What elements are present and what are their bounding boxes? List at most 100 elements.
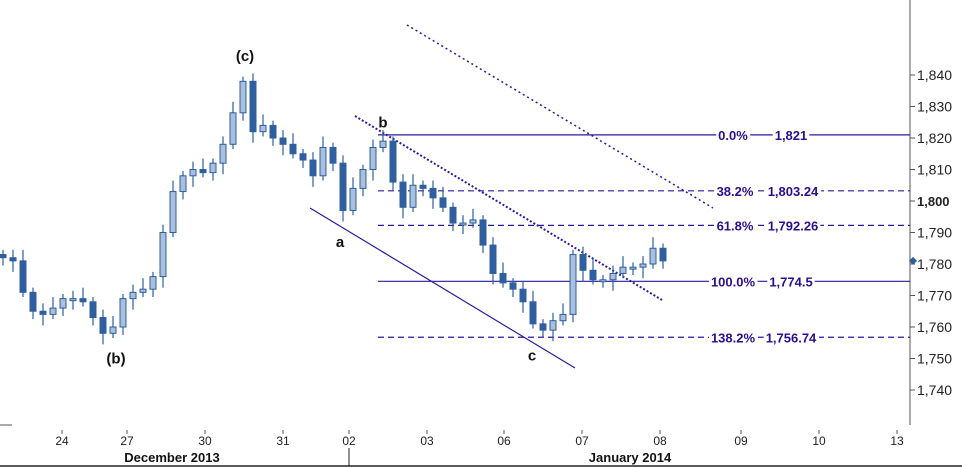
candle-body [289,143,297,155]
candle-body [479,219,487,246]
candle-body [119,298,127,328]
candle-body [379,140,387,148]
candle-body [569,254,577,315]
candle-body [419,184,427,189]
channel-upper-line [354,115,663,301]
y-tick-label: 1,800 [917,194,950,209]
candle-body [389,140,397,183]
candle-body [309,159,317,177]
candle-body [59,298,67,309]
candle-body [39,310,47,315]
candle-body [269,124,277,139]
y-tick-label: 1,740 [917,382,952,398]
candle-body [529,301,537,325]
candle-body [589,269,597,281]
candle-body [369,146,377,170]
fib-label-bg [765,218,821,234]
y-tick-label: 1,840 [917,67,952,83]
candle-body [439,197,447,208]
y-tick-label: 1,830 [917,99,952,115]
candle-body [29,291,37,312]
candle-body [359,169,367,189]
x-tick-label: 03 [420,434,434,448]
x-tick-label: 07 [575,434,589,448]
candle-body [49,307,57,315]
month-label: January 2014 [589,450,672,465]
y-tick-label: 1,760 [917,319,952,335]
fib-level-label: 38.2% [717,184,754,199]
candle-body [609,272,617,281]
y-tick-label: 1,750 [917,351,952,367]
x-tick-label: 06 [497,434,511,448]
fib-price-label: 1,821 [775,128,808,143]
candle-body [599,279,607,283]
fib-label-bg [765,183,822,199]
fib-level-label: 0.0% [718,128,748,143]
candle-body [279,137,287,145]
candle-body [229,112,237,145]
candle-body [19,260,27,293]
candle-body [179,175,187,193]
candle-body [149,276,157,290]
candle-body [499,272,507,284]
candle-body [189,169,197,177]
candle-body [429,187,437,199]
candle-body [199,169,207,174]
y-tick-label: 1,780 [917,256,952,272]
wave-label: (b) [106,351,125,368]
fib-label-bg [763,330,820,346]
x-tick-label: 08 [653,434,667,448]
candle-body [559,313,567,322]
candle-body [249,80,257,133]
candle-body [329,146,337,164]
x-tick-label: 30 [198,434,212,448]
candle-body [539,323,547,331]
y-tick-label: 1,770 [917,288,952,304]
candle-body [649,247,657,265]
candle-body [109,326,117,334]
candle-body [209,162,217,174]
candle-body [0,254,7,259]
candle-body [509,282,517,290]
x-tick-label: 02 [342,434,356,448]
candle-body [9,257,17,262]
x-tick-label: 13 [890,434,904,448]
fib-label-bg [714,218,756,234]
y-tick-label: 1,790 [917,225,952,241]
y-tick-label: 1,820 [917,130,952,146]
candle-body [69,298,77,302]
candle-body [459,222,467,226]
candle-body [549,320,557,331]
candle-body [219,143,227,164]
candle-body [449,206,457,224]
candle-body [129,291,137,300]
candle-body [139,288,147,293]
fib-label-bg [772,127,810,143]
x-tick-label: 27 [120,434,134,448]
fib-price-label: 1,792.26 [768,218,819,233]
candle-body [259,124,267,133]
candle-body [619,266,627,274]
wave-label: (c) [236,48,254,65]
wave-label: c [528,347,536,364]
fib-label-bg [708,274,758,290]
x-tick-label: 10 [812,434,826,448]
candle-body [159,232,167,278]
candle-body [169,191,177,234]
channel-parallel-line [406,24,714,209]
candle-body [239,80,247,114]
candle-body [349,187,357,211]
fib-label-bg [716,127,751,143]
candle-body [629,266,637,270]
candle-body [89,301,97,319]
channel-lower-line [309,207,576,369]
fib-label-bg [708,330,758,346]
current-price-marker [909,256,917,265]
candle-body [519,288,527,303]
month-label: December 2013 [124,450,219,465]
x-tick-label: 31 [276,434,290,448]
x-tick-label: 24 [55,434,69,448]
candle-body [579,254,587,271]
